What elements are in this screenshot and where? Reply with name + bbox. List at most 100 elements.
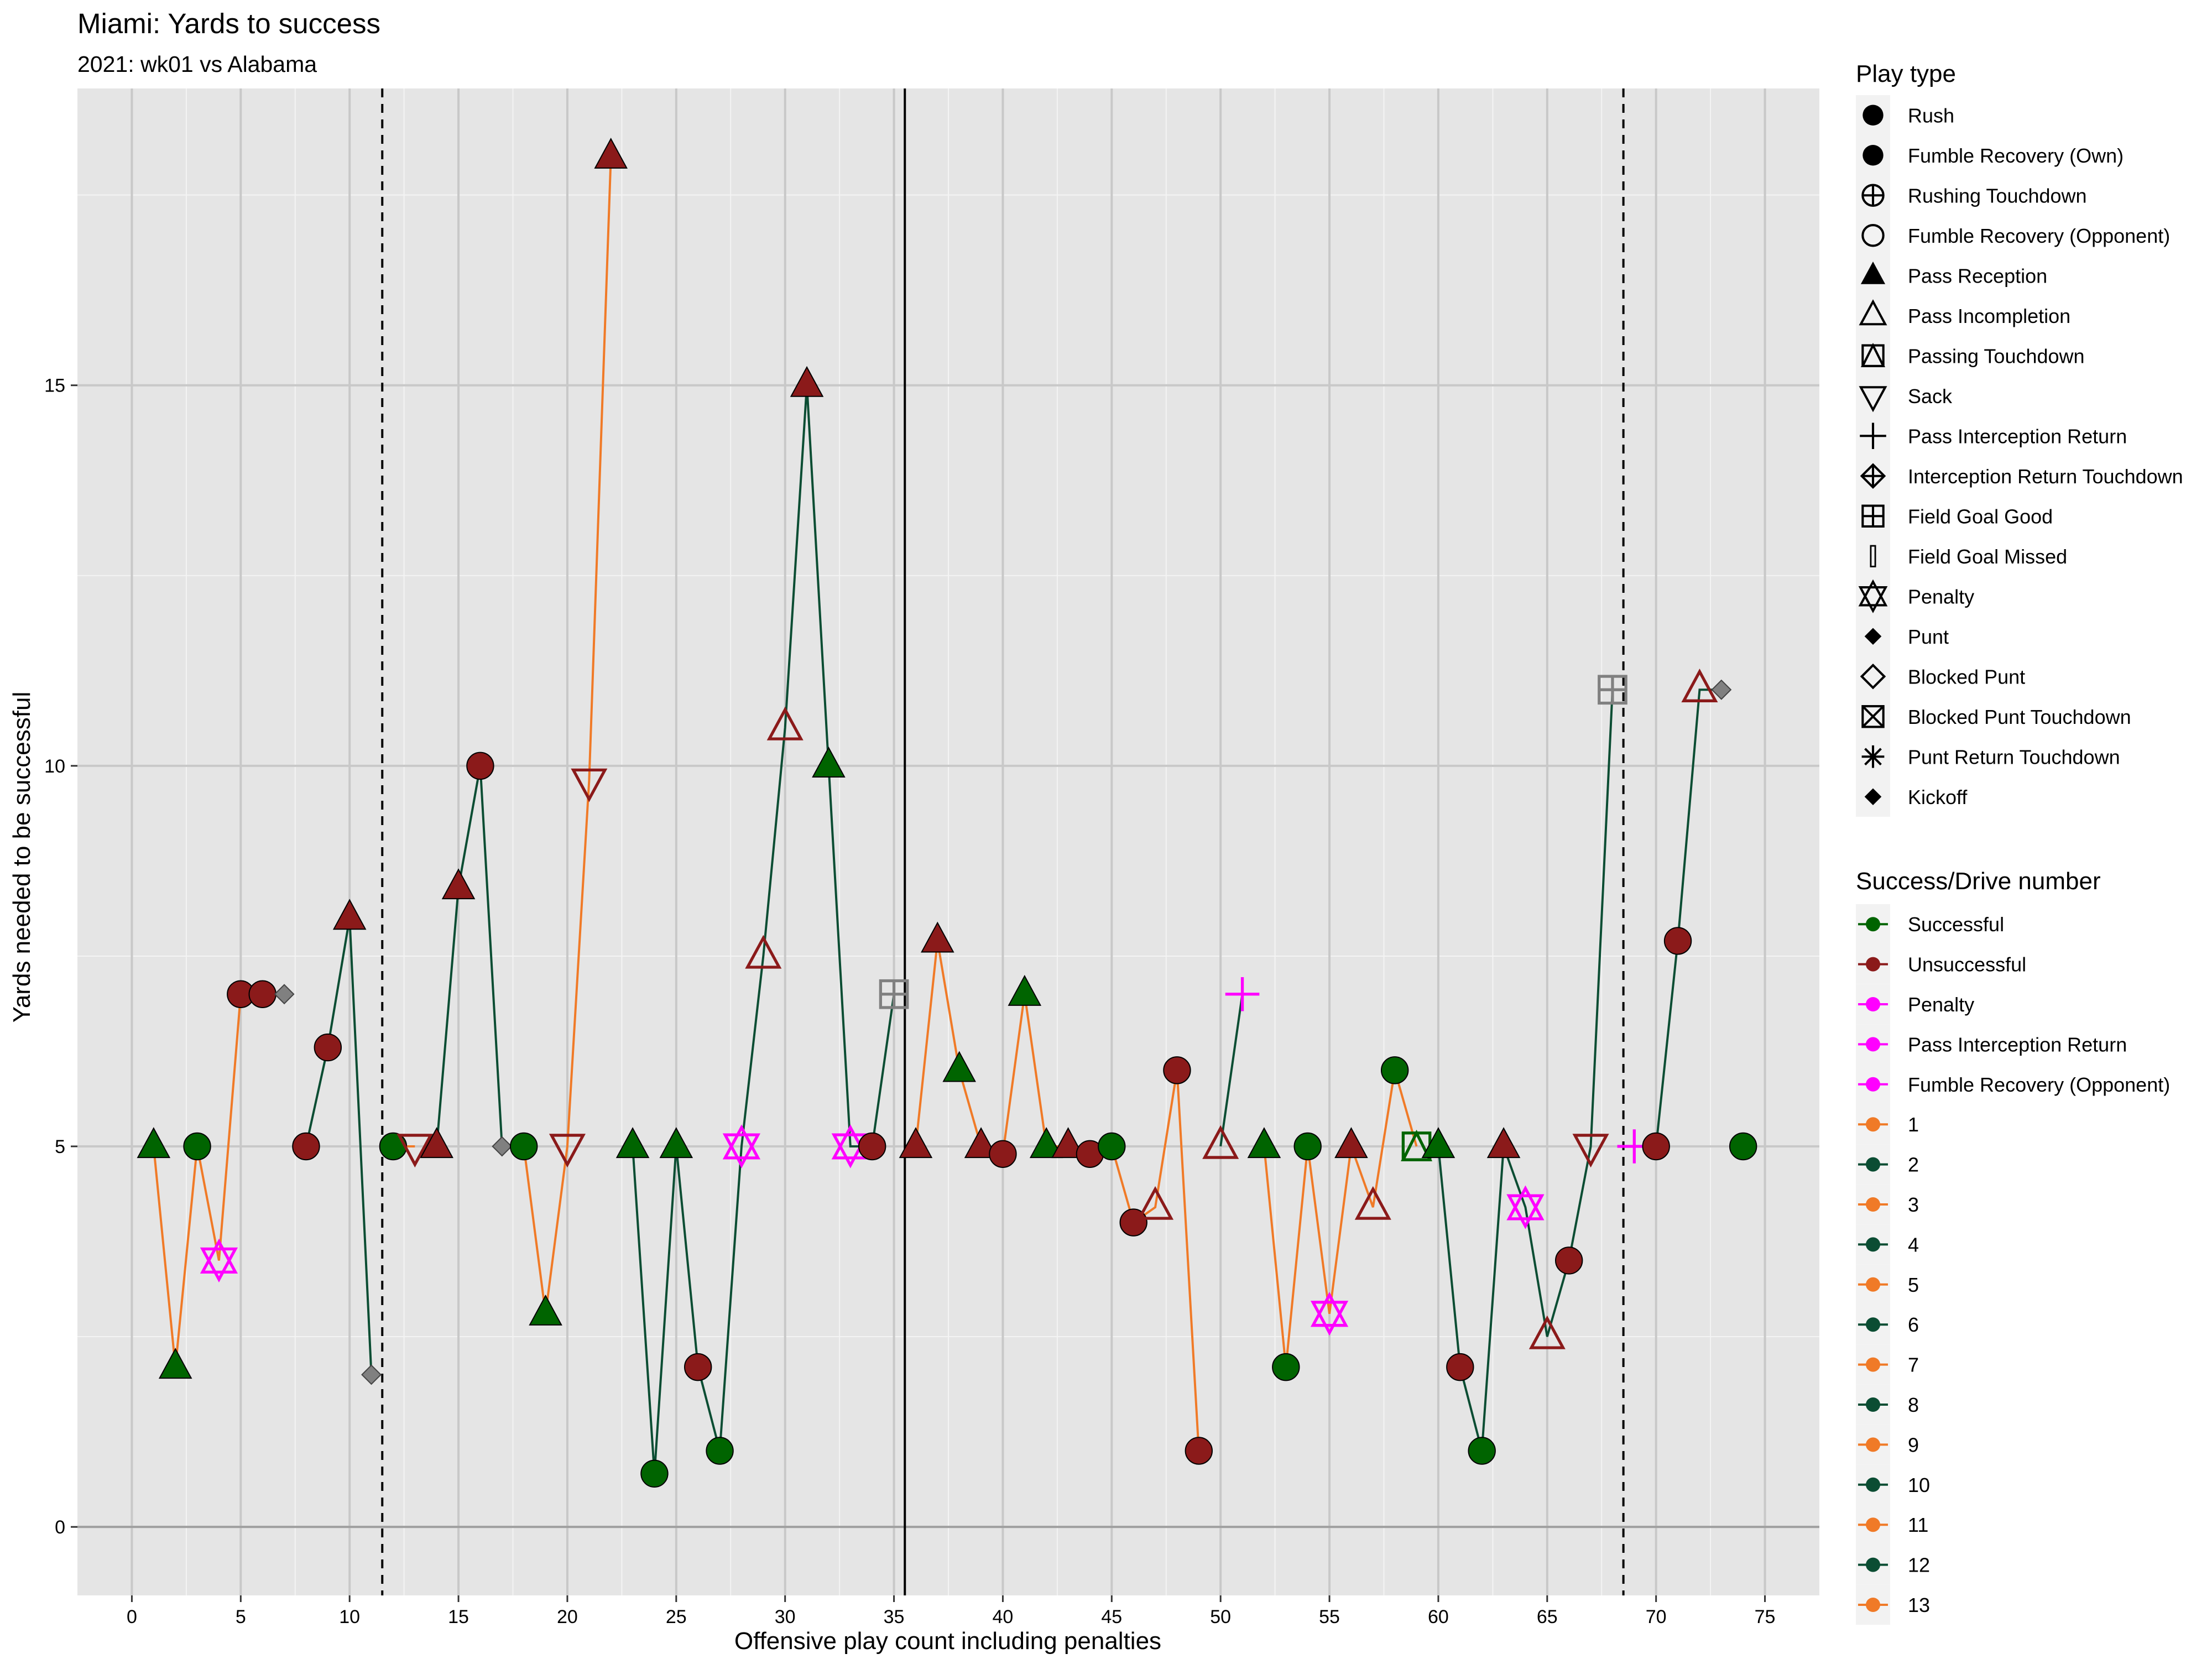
legend-key-diamond-icon-shape [1864, 628, 1882, 645]
legend-key-circle-icon [1863, 145, 1884, 166]
legend-key-circle-icon-shape [1863, 145, 1884, 166]
legend-key-dot [1866, 1557, 1880, 1572]
legend-item-label: 4 [1908, 1233, 1919, 1256]
play-point [1663, 927, 1692, 955]
x-tick-label: 45 [1101, 1606, 1122, 1627]
legend-key-square-x-icon-cross [1861, 705, 1885, 728]
legend-key-diamond-open-icon [1860, 663, 1886, 690]
play-point [1486, 1127, 1521, 1159]
play-point [361, 1364, 382, 1385]
y-tick-label: 10 [44, 756, 65, 777]
play-point-shape [1202, 1125, 1239, 1159]
play-point-shape [332, 899, 367, 930]
legend-item-label: 10 [1908, 1474, 1930, 1496]
play-point-shape [1247, 1127, 1281, 1159]
play-point [1598, 675, 1627, 705]
play-point-shape [1293, 1132, 1322, 1161]
play-point-shape [571, 768, 608, 802]
play-point [379, 1132, 408, 1161]
play-point-shape [314, 1033, 342, 1062]
legend-key-bar-icon-shape [1870, 545, 1876, 567]
play-point [274, 984, 295, 1005]
play-point [1163, 1056, 1191, 1084]
play-point [1202, 1125, 1239, 1159]
play-point [549, 1134, 586, 1168]
legend-key-dot [1866, 1237, 1880, 1252]
play-point-shape [989, 1140, 1017, 1168]
play-point [200, 1238, 238, 1283]
play-point [441, 868, 476, 900]
play-point-shape [466, 752, 494, 780]
play-point [722, 1124, 761, 1168]
play-point [942, 1051, 976, 1082]
legend-key-asterisk-icon [1861, 745, 1885, 768]
x-tick-label: 15 [448, 1606, 469, 1627]
legend-key-diamond-icon [1864, 788, 1882, 806]
play-point-shape [137, 1127, 171, 1159]
play-point [1468, 1437, 1496, 1465]
play-point [1354, 1186, 1391, 1220]
play-point [899, 1127, 933, 1159]
play-point-shape [1572, 1134, 1609, 1168]
play-point-shape [745, 935, 782, 969]
play-point-shape [766, 706, 804, 740]
legend-item-label: Interception Return Touchdown [1908, 465, 2183, 488]
play-point-shape [420, 1127, 453, 1159]
legend-key-dot [1866, 1357, 1880, 1372]
legend-key-bar-icon [1870, 545, 1876, 567]
legend-item-label: 2 [1908, 1154, 1919, 1176]
play-point-shape [1380, 1056, 1409, 1084]
play-point-shape [183, 1132, 211, 1161]
drive-line-9 [1262, 1070, 1418, 1368]
play-point [1051, 1127, 1085, 1159]
play-point-down [1506, 1194, 1545, 1229]
legend-key-diamond-icon-shape [1864, 788, 1882, 806]
play-point-shape [397, 1134, 434, 1168]
play-point-shape [441, 868, 476, 900]
play-point [1380, 1056, 1409, 1084]
legend-key-dot [1866, 1277, 1880, 1292]
y-tick-label: 15 [44, 375, 65, 397]
legend-item-label: 1 [1908, 1113, 1919, 1136]
play-point [529, 1294, 562, 1326]
legend-item-label: Blocked Punt Touchdown [1908, 706, 2131, 728]
legend-key-dot [1866, 1397, 1880, 1412]
play-point [1681, 668, 1718, 702]
legend-key-dot [1866, 957, 1880, 972]
play-point-down [1310, 1301, 1349, 1336]
play-point-shape [1137, 1186, 1174, 1220]
legend-item-label: Penalty [1908, 993, 1974, 1016]
play-point-down [200, 1247, 238, 1283]
legend-key-dot [1866, 1598, 1880, 1612]
play-point-shape [858, 1132, 886, 1161]
drive-line-7 [914, 941, 1200, 1451]
play-point [571, 768, 608, 802]
legend-key-diamond-open-icon-shape [1860, 663, 1886, 690]
legend-key-diamond-icon [1864, 628, 1882, 645]
x-tick-label: 50 [1210, 1606, 1231, 1627]
legend-key-star-of-david-icon-up [1858, 579, 1888, 607]
play-point [1272, 1353, 1300, 1381]
play-point [1711, 679, 1732, 700]
x-tick-label: 0 [127, 1606, 137, 1627]
x-tick-label: 25 [666, 1606, 687, 1627]
play-point [466, 752, 494, 780]
legend-key-diamond-plus-icon-cross [1861, 465, 1885, 488]
play-point-shape [812, 747, 846, 778]
legend-key-triangle-down-open-icon-shape [1859, 386, 1887, 413]
play-point [812, 747, 846, 778]
play-point [879, 979, 909, 1009]
play-point [183, 1132, 211, 1161]
x-tick-label: 10 [339, 1606, 360, 1627]
legend-key-circle-icon [1863, 105, 1884, 126]
drive-line-2 [305, 917, 373, 1375]
play-point [1446, 1353, 1474, 1381]
legend-play-type: Play type Rush Fumble Recovery (Own) Rushi… [1856, 60, 2183, 817]
legend-key-dot [1866, 997, 1880, 1011]
legend-item-label: Rushing Touchdown [1908, 184, 2087, 207]
chart-title: Miami: Yards to success [77, 8, 380, 39]
play-point [684, 1353, 712, 1381]
legend-key-square-plus-icon [1861, 504, 1885, 528]
legend-key-square-triangle-icon [1860, 342, 1886, 367]
